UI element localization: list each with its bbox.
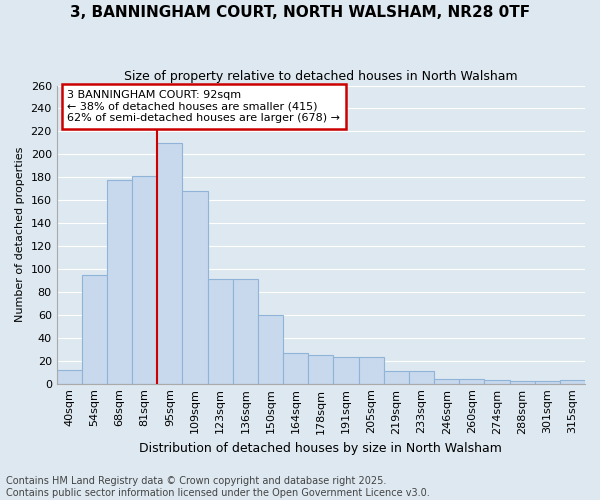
Bar [384,371,409,384]
Bar [434,379,459,384]
Bar [107,180,132,384]
Bar [484,380,509,384]
Bar [82,275,107,384]
Bar [283,352,308,384]
Bar [258,315,283,384]
Y-axis label: Number of detached properties: Number of detached properties [15,147,25,322]
Bar [208,280,233,384]
Bar [359,358,384,384]
Bar [535,382,560,384]
Text: Contains HM Land Registry data © Crown copyright and database right 2025.
Contai: Contains HM Land Registry data © Crown c… [6,476,430,498]
Bar [334,358,359,384]
Text: 3, BANNINGHAM COURT, NORTH WALSHAM, NR28 0TF: 3, BANNINGHAM COURT, NORTH WALSHAM, NR28… [70,5,530,20]
X-axis label: Distribution of detached houses by size in North Walsham: Distribution of detached houses by size … [139,442,502,455]
Bar [233,280,258,384]
Bar [409,371,434,384]
Bar [459,379,484,384]
Title: Size of property relative to detached houses in North Walsham: Size of property relative to detached ho… [124,70,518,83]
Bar [157,143,182,384]
Text: 3 BANNINGHAM COURT: 92sqm
← 38% of detached houses are smaller (415)
62% of semi: 3 BANNINGHAM COURT: 92sqm ← 38% of detac… [67,90,340,123]
Bar [560,380,585,384]
Bar [509,382,535,384]
Bar [182,191,208,384]
Bar [56,370,82,384]
Bar [308,355,334,384]
Bar [132,176,157,384]
